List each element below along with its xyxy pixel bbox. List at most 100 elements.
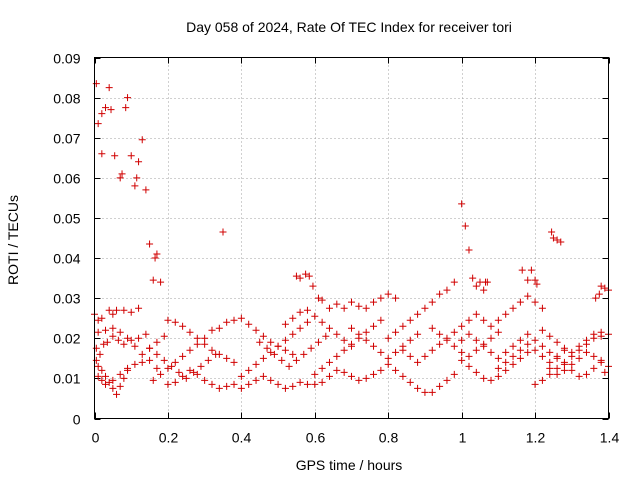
data-point [516, 354, 524, 362]
data-point [259, 354, 267, 362]
data-point [553, 352, 561, 360]
data-point [127, 336, 135, 344]
data-point [428, 346, 436, 354]
data-point [223, 354, 231, 362]
data-point [575, 354, 583, 362]
data-point [138, 136, 146, 144]
data-point [124, 94, 132, 102]
data-point [296, 378, 304, 386]
data-point [208, 346, 216, 354]
data-point [160, 356, 168, 364]
data-point [105, 84, 113, 92]
data-point [193, 340, 201, 348]
data-point [215, 324, 223, 332]
data-point [428, 324, 436, 332]
data-point [333, 300, 341, 308]
data-point [516, 346, 524, 354]
x-tick-label: 0.6 [306, 430, 326, 446]
data-point [281, 384, 289, 392]
data-point [494, 316, 502, 324]
data-point [314, 338, 322, 346]
data-point [171, 358, 179, 366]
data-point [348, 340, 355, 348]
data-point [164, 316, 172, 324]
data-point [135, 334, 143, 342]
data-point [274, 342, 282, 350]
data-point [292, 272, 300, 280]
data-point [179, 372, 187, 380]
data-point [557, 238, 565, 246]
data-point [179, 322, 187, 330]
data-point [171, 378, 179, 386]
y-axis-label: ROTI / TECUs [5, 195, 21, 285]
data-point [582, 370, 590, 378]
data-point [355, 302, 363, 310]
data-point [186, 328, 194, 336]
data-point [175, 368, 183, 376]
data-point [348, 372, 355, 380]
data-point [309, 282, 317, 290]
data-point [524, 330, 532, 338]
data-point [92, 344, 100, 352]
data-point [146, 344, 154, 352]
data-point [259, 372, 267, 380]
data-point [595, 290, 603, 298]
data-point [406, 336, 414, 344]
data-point [597, 356, 605, 364]
data-point [421, 304, 429, 312]
data-point [307, 344, 315, 352]
data-point [399, 342, 407, 350]
data-point [292, 356, 300, 364]
data-point [601, 284, 609, 292]
data-point [102, 380, 110, 388]
data-point [109, 332, 117, 340]
data-point [245, 366, 253, 374]
data-point [502, 366, 510, 374]
data-point [362, 304, 370, 312]
data-point [362, 328, 370, 336]
data-point [120, 306, 128, 314]
data-point [377, 348, 385, 356]
data-point [278, 356, 286, 364]
data-point [487, 376, 495, 384]
y-tick-label: 0.03 [53, 291, 80, 307]
data-point [582, 336, 590, 344]
data-point [590, 330, 598, 338]
data-point [538, 326, 546, 334]
data-point [102, 104, 110, 112]
data-point [114, 336, 122, 344]
data-point [300, 350, 308, 358]
data-point [531, 276, 539, 284]
data-point [303, 306, 311, 314]
data-point [100, 340, 108, 348]
data-point [560, 360, 568, 368]
data-point [94, 120, 102, 128]
data-point [142, 330, 150, 338]
x-tick-label: 0.2 [159, 430, 179, 446]
data-point [256, 338, 264, 346]
x-tick-label: 0.8 [379, 430, 399, 446]
data-point [516, 336, 524, 344]
data-point [355, 330, 363, 338]
data-point [109, 310, 117, 318]
data-point [524, 340, 532, 348]
data-point [131, 182, 139, 190]
data-point [399, 372, 407, 380]
data-point [465, 330, 473, 338]
data-point [406, 378, 414, 386]
data-point [201, 340, 209, 348]
x-tick-label: 0.4 [232, 430, 252, 446]
data-point [465, 362, 473, 370]
data-point [527, 266, 535, 274]
data-point [164, 364, 172, 372]
data-point [186, 366, 194, 374]
data-point [302, 270, 310, 278]
data-point [116, 382, 124, 390]
data-point [553, 370, 561, 378]
data-point [182, 374, 190, 382]
data-point [469, 274, 477, 282]
data-point [120, 374, 128, 382]
data-point [516, 298, 524, 306]
data-point [252, 376, 260, 384]
